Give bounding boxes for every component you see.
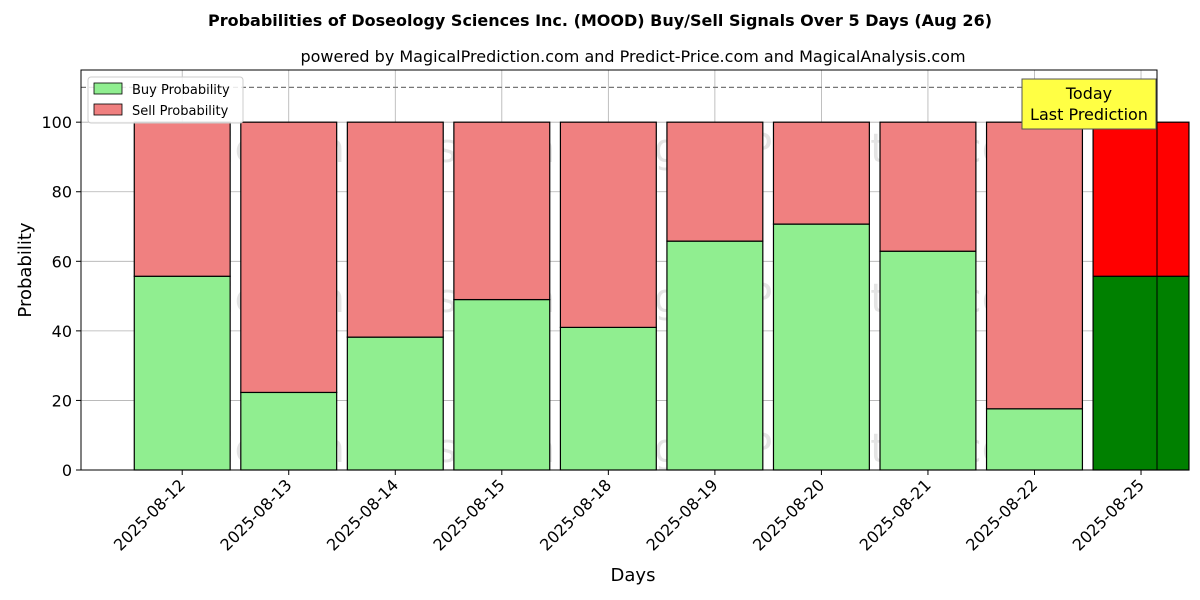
bar-sell-2025-08-14 [346,121,444,338]
x-tick-label: 2025-08-22 [962,475,1041,554]
bar-sell-2025-08-15 [453,121,551,301]
chart-subtitle: powered by MagicalPrediction.com and Pre… [300,47,965,66]
x-axis: 2025-08-12 2025-08-13 2025-08-14 2025-08-15… [110,470,1148,555]
bar-buy-2025-08-15 [453,298,551,471]
bar-buy-2025-08-18 [559,326,657,471]
x-tick-label: 2025-08-14 [323,475,402,554]
bar-sell-2025-08-18 [559,121,657,328]
bar-buy-2025-08-14 [346,336,444,471]
annotation-line-1: Today [1065,84,1112,103]
bar-sell-2025-08-21 [879,121,977,252]
legend-label-buy: Buy Probability [132,83,230,98]
bar-sell-2025-08-25 [1092,121,1190,277]
bars [133,121,1190,471]
y-axis: 0 20 40 60 80 100 [41,113,81,480]
bar-sell-2025-08-22 [985,121,1084,410]
annotation-box [1021,78,1157,130]
x-tick-label: 2025-08-19 [643,475,722,554]
legend-box [87,76,244,124]
legend: Buy Probability Sell Probability [87,76,244,124]
bar-buy-2025-08-21 [879,250,977,471]
bar-buy-2025-08-12 [133,275,231,471]
bar-sell-2025-08-13 [240,121,338,394]
x-tick-label: 2025-08-21 [856,475,935,554]
legend-label-sell: Sell Probability [132,104,229,119]
x-axis-label: Days [611,565,656,586]
bar-buy-2025-08-19 [666,240,764,471]
y-tick-label: 100 [41,113,72,132]
plot-area-frame [80,69,1158,471]
y-tick-label: 80 [52,183,72,202]
x-tick-label: 2025-08-13 [216,475,295,554]
x-tick-label: 2025-08-18 [536,475,615,554]
y-tick-label: 20 [52,391,72,410]
x-tick-label: 2025-08-12 [110,475,189,554]
x-tick-label: 2025-08-15 [429,475,508,554]
legend-swatch-sell [93,103,123,116]
chart-title: Probabilities of Doseology Sciences Inc.… [208,11,992,30]
y-tick-label: 60 [52,252,72,271]
x-tick-label: 2025-08-25 [1069,475,1148,554]
today-annotation: Today Last Prediction [1021,78,1157,130]
y-tick-label: 40 [52,322,72,341]
x-tick-label: 2025-08-20 [749,475,828,554]
bar-sell-2025-08-19 [666,121,764,242]
bar-sell-2025-08-20 [772,121,870,225]
y-tick-label: 0 [62,461,72,480]
bar-sell-2025-08-12 [133,121,231,277]
y-axis-label: Probability [15,222,36,317]
bar-buy-2025-08-20 [772,223,870,471]
annotation-line-2: Last Prediction [1030,105,1148,124]
bar-buy-2025-08-22 [985,408,1084,471]
bar-buy-2025-08-25 [1092,275,1190,471]
legend-swatch-buy [93,82,123,95]
bar-buy-2025-08-13 [240,391,338,471]
